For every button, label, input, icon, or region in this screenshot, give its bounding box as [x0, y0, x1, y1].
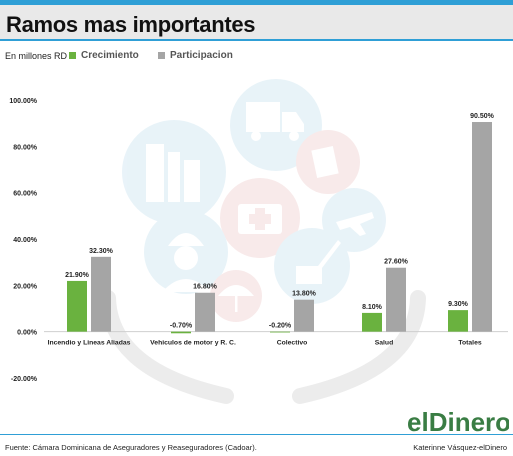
y-tick-label: -20.00%	[11, 376, 38, 383]
legend-item-crecimiento: Crecimiento	[69, 49, 139, 61]
plane-icon	[336, 212, 374, 236]
legend-swatch-participacion	[158, 51, 165, 59]
bar-crecimiento-2	[270, 331, 290, 333]
data-label: 21.90%	[65, 272, 90, 279]
legend-swatch-crecimiento	[69, 51, 76, 59]
legend-label-participacion: Participacion	[170, 49, 233, 61]
source-note: Fuente: Cámara Dominicana de Aseguradore…	[5, 443, 257, 452]
y-tick-label: 40.00%	[13, 237, 38, 244]
category-label: Salud	[375, 340, 394, 347]
data-label: -0.70%	[170, 323, 193, 330]
footer-divider	[0, 434, 513, 435]
unit-label: En millones RD	[5, 51, 68, 61]
y-tick-label: 100.00%	[9, 98, 37, 105]
truck-icon	[246, 102, 304, 141]
top-accent-bar	[0, 0, 513, 5]
title-band: Ramos mas importantes	[0, 5, 513, 39]
logo-text-main: Diner	[429, 407, 495, 437]
bar-crecimiento-4	[448, 310, 468, 332]
medical-kit-icon	[238, 204, 282, 234]
y-tick-label: 80.00%	[13, 144, 38, 151]
author-credit: Katerinne Vásquez-elDinero	[413, 443, 507, 452]
data-label: 32.30%	[89, 248, 114, 255]
bar-participacion-1	[195, 292, 215, 332]
y-tick-label: 20.00%	[13, 283, 38, 290]
data-label: -0.20%	[269, 323, 292, 330]
category-label: Vehiculos de motor y R. C.	[150, 340, 236, 347]
building-icon	[146, 144, 200, 202]
data-labels: Incendio y Lineas Aliadas 21.90% 32.30% Veh…	[48, 113, 495, 347]
bar-chart: 100.00% 80.00% 60.00% 40.00% 20.00% 0.00% -20.…	[9, 79, 508, 404]
bar-participacion-3	[386, 267, 406, 332]
data-label: 9.30%	[448, 301, 469, 308]
page-title: Ramos mas importantes	[6, 12, 256, 37]
hands-outline	[100, 290, 426, 404]
legend-item-participacion: Participacion	[158, 49, 233, 61]
logo-text-prefix: el	[407, 407, 429, 437]
logo-text-suffix: o	[495, 407, 509, 437]
document-icon	[311, 146, 339, 178]
legend-label-crecimiento: Crecimiento	[81, 49, 139, 61]
y-tick-label: 60.00%	[13, 191, 38, 198]
background-illustration	[100, 79, 426, 404]
y-tick-label: 0.00%	[17, 330, 38, 337]
data-label: 27.60%	[384, 259, 409, 266]
worker-icon	[162, 233, 210, 292]
bar-participacion-4	[472, 122, 492, 332]
data-label: 8.10%	[362, 304, 383, 311]
crane-icon	[296, 240, 341, 284]
bar-participacion-0	[91, 256, 111, 332]
umbrella-icon	[218, 285, 254, 312]
title-divider	[0, 39, 513, 41]
chart-area: 100.00% 80.00% 60.00% 40.00% 20.00% 0.00% -20.…	[0, 70, 513, 415]
data-label: 13.80%	[292, 291, 317, 298]
bars	[67, 122, 492, 334]
bar-participacion-2	[294, 299, 314, 332]
bar-crecimiento-1	[171, 331, 191, 334]
category-label: Colectivo	[277, 340, 308, 347]
category-label: Totales	[458, 340, 482, 347]
data-label: 90.50%	[470, 113, 495, 120]
bar-crecimiento-3	[362, 312, 382, 332]
category-label: Incendio y Lineas Aliadas	[48, 340, 131, 347]
svg-text:elDinero: elDinero	[407, 407, 509, 437]
bar-crecimiento-0	[67, 280, 87, 332]
data-label: 16.80%	[193, 284, 218, 291]
eldinero-logo: elDinero	[405, 405, 511, 437]
